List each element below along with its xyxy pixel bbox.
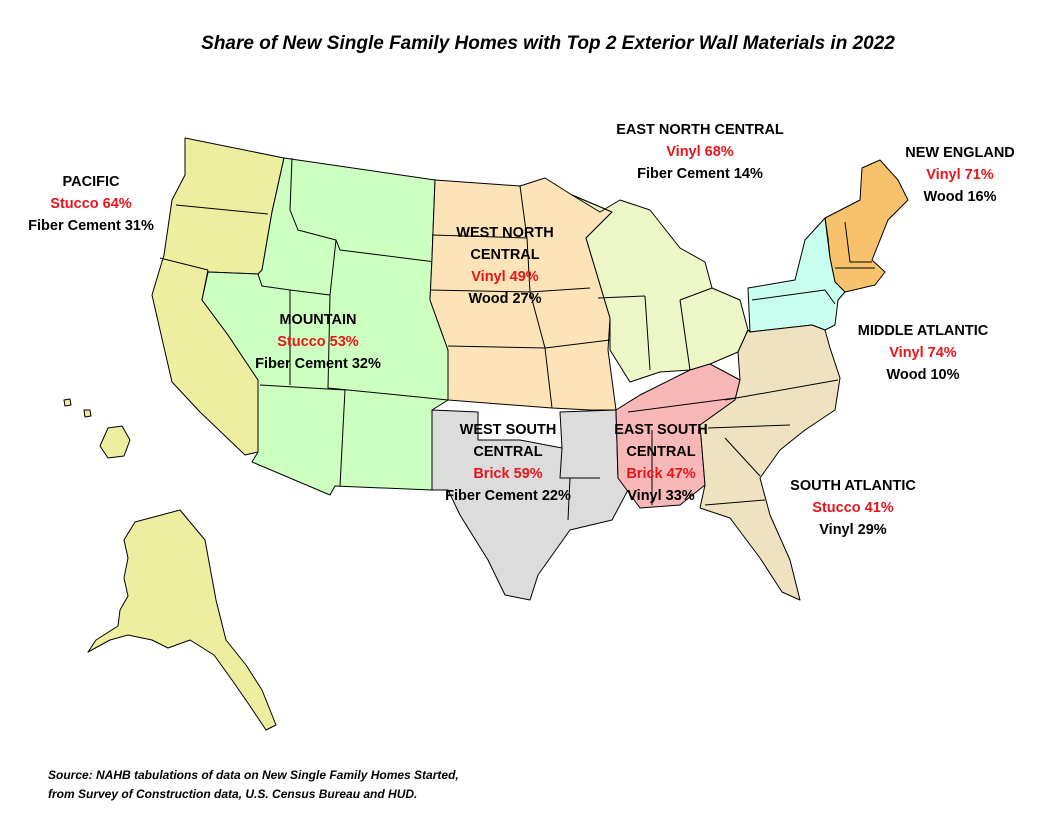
primary-material: Brick 47%	[626, 466, 696, 482]
state-border	[289, 239, 337, 385]
source-note: Source: NAHB tabulations of data on New …	[48, 766, 459, 804]
state-border	[327, 294, 449, 401]
state-border	[159, 257, 209, 271]
state-border	[627, 397, 736, 413]
region-hawaii[interactable]	[63, 398, 131, 459]
state-border	[844, 221, 872, 263]
west-south-central-fill	[431, 409, 629, 601]
state-border	[724, 379, 839, 401]
state-border	[289, 157, 436, 263]
secondary-material: Vinyl 29%	[819, 522, 887, 538]
region-west-south-central[interactable]	[431, 409, 629, 601]
hawaii-fill	[83, 409, 92, 418]
region-name: NEW ENGLAND	[905, 145, 1015, 161]
primary-material: Vinyl 49%	[471, 269, 539, 285]
label-pacific: PACIFIC Stucco 64% Fiber Cement 31%	[16, 171, 166, 237]
secondary-material: Fiber Cement 14%	[637, 166, 763, 182]
region-name: WEST SOUTH	[459, 422, 557, 438]
state-border	[679, 287, 713, 301]
hawaii-fill	[63, 398, 72, 407]
region-east-north-central[interactable]	[571, 194, 749, 383]
source-line: Source: NAHB tabulations of data on New …	[48, 768, 459, 782]
region-name: EAST SOUTH	[614, 422, 708, 438]
state-border	[259, 384, 346, 487]
primary-material: Stucco 64%	[50, 196, 132, 212]
primary-material: Vinyl 74%	[889, 345, 957, 361]
east-north-central-fill	[571, 194, 749, 383]
label-west-north-central: WEST NORTH CENTRAL Vinyl 49% Wood 27%	[440, 222, 570, 310]
region-name: MOUNTAIN	[279, 312, 357, 328]
secondary-material: Fiber Cement 22%	[445, 488, 571, 504]
region-alaska[interactable]	[87, 509, 277, 731]
state-border	[724, 437, 761, 477]
alaska-fill	[87, 509, 277, 731]
primary-material: Stucco 41%	[812, 500, 894, 516]
state-border	[704, 499, 766, 506]
primary-material: Vinyl 71%	[926, 167, 994, 183]
region-name: CENTRAL	[470, 247, 540, 263]
state-border	[519, 185, 553, 409]
secondary-material: Wood 16%	[923, 189, 997, 205]
state-border	[559, 447, 600, 479]
primary-material: Vinyl 68%	[666, 144, 734, 160]
secondary-material: Vinyl 33%	[627, 488, 695, 504]
region-name: WEST NORTH	[456, 225, 554, 241]
region-east-south-central[interactable]	[615, 363, 741, 509]
state-border	[175, 204, 269, 215]
primary-material: Brick 59%	[473, 466, 543, 482]
south-atlantic-fill	[699, 324, 841, 601]
page-title: Share of New Single Family Homes with To…	[201, 33, 895, 54]
state-border	[567, 477, 571, 521]
region-name: PACIFIC	[62, 174, 120, 190]
secondary-material: Fiber Cement 32%	[255, 356, 381, 372]
region-west-north-central[interactable]	[429, 177, 617, 411]
hawaii-fill	[99, 425, 131, 459]
state-border	[679, 299, 691, 371]
label-middle-atlantic: MIDDLE ATLANTIC Vinyl 74% Wood 10%	[838, 320, 1008, 386]
state-border	[707, 424, 791, 429]
state-border	[644, 295, 651, 371]
state-border	[431, 234, 528, 239]
region-name: CENTRAL	[473, 444, 543, 460]
region-name: MIDDLE ATLANTIC	[857, 323, 989, 339]
label-east-north-central: EAST NORTH CENTRAL Vinyl 68% Fiber Cemen…	[600, 119, 800, 185]
label-new-england: NEW ENGLAND Vinyl 71% Wood 16%	[895, 142, 1025, 208]
label-west-south-central: WEST SOUTH CENTRAL Brick 59% Fiber Cemen…	[430, 419, 586, 507]
label-east-south-central: EAST SOUTH CENTRAL Brick 47% Vinyl 33%	[605, 419, 717, 507]
state-border	[751, 289, 836, 305]
secondary-material: Wood 10%	[886, 367, 960, 383]
region-mountain[interactable]	[201, 157, 449, 496]
state-border	[257, 273, 291, 291]
source-line: from Survey of Construction data, U.S. C…	[48, 787, 418, 801]
region-name: CENTRAL	[626, 444, 696, 460]
label-mountain: MOUNTAIN Stucco 53% Fiber Cement 32%	[240, 309, 396, 375]
label-south-atlantic: SOUTH ATLANTIC Stucco 41% Vinyl 29%	[775, 475, 931, 541]
region-south-atlantic[interactable]	[699, 324, 841, 601]
secondary-material: Wood 27%	[468, 291, 542, 307]
primary-material: Stucco 53%	[277, 334, 359, 350]
region-name: SOUTH ATLANTIC	[790, 478, 916, 494]
region-name: EAST NORTH CENTRAL	[616, 122, 784, 138]
state-border	[597, 295, 646, 299]
secondary-material: Fiber Cement 31%	[28, 218, 154, 234]
